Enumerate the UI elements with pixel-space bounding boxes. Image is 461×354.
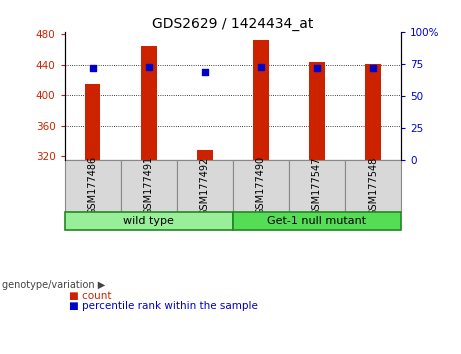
Text: GSM177548: GSM177548 — [368, 156, 378, 216]
Bar — [345, 160, 401, 212]
Bar — [65, 160, 121, 212]
Title: GDS2629 / 1424434_at: GDS2629 / 1424434_at — [152, 17, 313, 31]
Bar — [365, 64, 381, 160]
Point — [257, 64, 265, 69]
Text: ■ count: ■ count — [69, 291, 112, 301]
Text: GSM177486: GSM177486 — [88, 156, 98, 216]
Bar — [289, 160, 345, 212]
Text: GSM177491: GSM177491 — [144, 156, 154, 216]
Text: wild type: wild type — [123, 216, 174, 226]
Bar — [197, 150, 213, 160]
Point — [369, 65, 377, 71]
Bar — [65, 212, 233, 230]
Point — [145, 64, 152, 69]
Text: genotype/variation ▶: genotype/variation ▶ — [2, 280, 106, 290]
Bar — [253, 40, 269, 160]
Text: GSM177492: GSM177492 — [200, 156, 210, 216]
Text: GSM177547: GSM177547 — [312, 156, 322, 216]
Point — [89, 65, 96, 71]
Text: ■ percentile rank within the sample: ■ percentile rank within the sample — [69, 301, 258, 311]
Text: Get-1 null mutant: Get-1 null mutant — [267, 216, 366, 226]
Bar — [177, 160, 233, 212]
Bar — [233, 212, 401, 230]
Bar — [233, 160, 289, 212]
Text: GSM177490: GSM177490 — [256, 156, 266, 216]
Bar — [141, 46, 157, 160]
Point — [201, 69, 208, 74]
Point — [313, 65, 321, 71]
Bar — [121, 160, 177, 212]
Bar — [85, 84, 100, 160]
Bar — [309, 62, 325, 160]
